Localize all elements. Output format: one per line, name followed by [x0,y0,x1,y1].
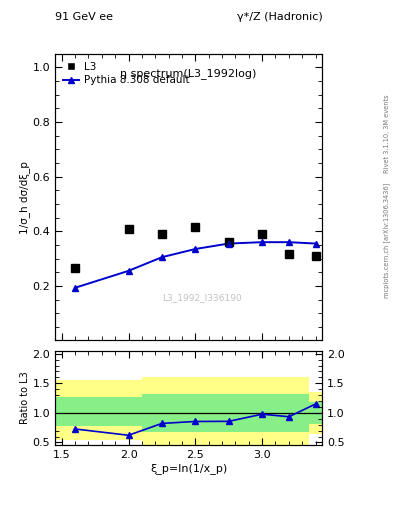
Y-axis label: 1/σ_h dσ/dξ_p: 1/σ_h dσ/dξ_p [19,161,29,233]
Text: η spectrum(L3_1992log): η spectrum(L3_1992log) [120,68,257,79]
Text: Rivet 3.1.10, 3M events: Rivet 3.1.10, 3M events [384,95,390,174]
Legend: L3, Pythia 8.308 default: L3, Pythia 8.308 default [60,59,193,89]
X-axis label: ξ_p=ln(1/x_p): ξ_p=ln(1/x_p) [150,463,227,474]
Y-axis label: Ratio to L3: Ratio to L3 [20,372,29,424]
Text: mcplots.cern.ch [arXiv:1306.3436]: mcplots.cern.ch [arXiv:1306.3436] [384,182,391,298]
Text: L3_1992_I336190: L3_1992_I336190 [162,293,242,302]
Text: 91 GeV ee: 91 GeV ee [55,11,113,22]
Text: γ*/Z (Hadronic): γ*/Z (Hadronic) [237,11,322,22]
